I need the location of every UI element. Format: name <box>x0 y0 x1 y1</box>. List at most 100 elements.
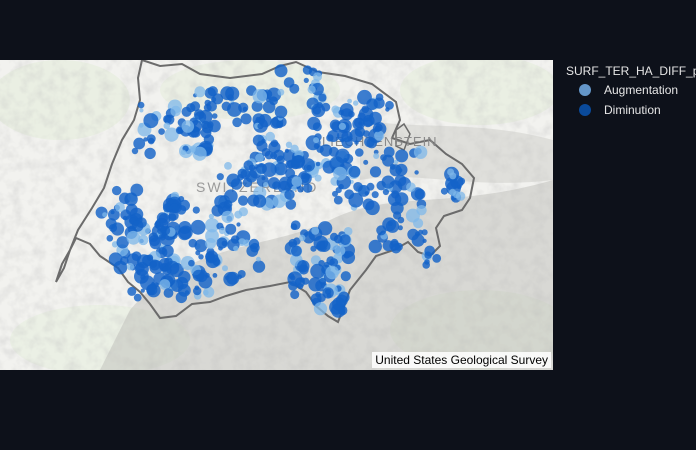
map-view[interactable]: LIECHTENSTEIN SWITZERLAND United States … <box>0 60 553 370</box>
marker-augmentation[interactable] <box>291 176 303 187</box>
marker-augmentation[interactable] <box>138 234 149 246</box>
marker-diminution[interactable] <box>207 86 218 97</box>
marker-diminution[interactable] <box>214 195 228 209</box>
marker-diminution[interactable] <box>291 245 302 257</box>
marker-diminution[interactable] <box>190 219 206 235</box>
marker-diminution[interactable] <box>340 108 353 121</box>
marker-diminution[interactable] <box>324 261 330 268</box>
marker-diminution[interactable] <box>385 219 400 233</box>
marker-diminution[interactable] <box>358 121 363 126</box>
marker-diminution[interactable] <box>149 260 164 275</box>
marker-diminution[interactable] <box>288 238 298 248</box>
marker-diminution[interactable] <box>243 160 254 171</box>
marker-diminution[interactable] <box>272 181 281 190</box>
marker-diminution[interactable] <box>158 128 165 135</box>
marker-augmentation[interactable] <box>219 227 226 235</box>
marker-diminution[interactable] <box>188 259 195 267</box>
marker-augmentation[interactable] <box>265 131 276 142</box>
marker-diminution[interactable] <box>327 130 340 142</box>
marker-diminution[interactable] <box>394 174 407 187</box>
marker-augmentation[interactable] <box>208 213 214 219</box>
marker-diminution[interactable] <box>418 229 423 235</box>
marker-augmentation[interactable] <box>252 89 267 104</box>
marker-diminution[interactable] <box>297 260 310 273</box>
marker-diminution[interactable] <box>424 259 430 265</box>
marker-diminution[interactable] <box>201 120 210 130</box>
marker-diminution[interactable] <box>251 100 263 112</box>
marker-diminution[interactable] <box>335 294 348 307</box>
marker-augmentation[interactable] <box>393 159 399 165</box>
marker-augmentation[interactable] <box>256 256 261 262</box>
marker-augmentation[interactable] <box>353 100 359 106</box>
marker-augmentation[interactable] <box>313 72 322 82</box>
marker-diminution[interactable] <box>344 189 355 200</box>
marker-augmentation[interactable] <box>170 105 181 117</box>
marker-diminution[interactable] <box>238 195 249 206</box>
marker-augmentation[interactable] <box>238 238 246 247</box>
marker-augmentation[interactable] <box>343 227 353 236</box>
marker-diminution[interactable] <box>195 250 201 256</box>
marker-diminution[interactable] <box>204 99 211 107</box>
marker-diminution[interactable] <box>290 223 298 230</box>
marker-diminution[interactable] <box>362 198 375 211</box>
marker-diminution[interactable] <box>169 203 180 214</box>
marker-diminution[interactable] <box>348 165 361 178</box>
marker-diminution[interactable] <box>257 123 264 130</box>
marker-diminution[interactable] <box>224 189 238 203</box>
marker-diminution[interactable] <box>162 265 172 276</box>
marker-augmentation[interactable] <box>238 207 248 217</box>
marker-diminution[interactable] <box>143 137 148 142</box>
marker-augmentation[interactable] <box>406 182 416 192</box>
marker-diminution[interactable] <box>226 271 240 285</box>
marker-augmentation[interactable] <box>331 105 340 114</box>
marker-diminution[interactable] <box>255 116 261 122</box>
marker-diminution[interactable] <box>341 137 353 149</box>
marker-diminution[interactable] <box>290 290 300 300</box>
marker-diminution[interactable] <box>312 106 322 115</box>
marker-diminution[interactable] <box>148 232 159 242</box>
marker-diminution[interactable] <box>130 183 144 197</box>
marker-diminution[interactable] <box>424 251 432 259</box>
marker-diminution[interactable] <box>338 109 344 116</box>
marker-diminution[interactable] <box>212 258 221 266</box>
marker-diminution[interactable] <box>192 269 205 282</box>
marker-diminution[interactable] <box>287 271 303 287</box>
marker-diminution[interactable] <box>348 110 355 118</box>
marker-diminution[interactable] <box>357 89 372 105</box>
marker-diminution[interactable] <box>227 94 234 101</box>
marker-diminution[interactable] <box>383 146 395 158</box>
marker-diminution[interactable] <box>394 242 403 251</box>
marker-diminution[interactable] <box>178 221 192 234</box>
marker-diminution[interactable] <box>341 250 356 265</box>
marker-diminution[interactable] <box>414 170 419 175</box>
marker-diminution[interactable] <box>236 222 241 227</box>
marker-augmentation[interactable] <box>307 85 316 94</box>
marker-diminution[interactable] <box>354 126 366 137</box>
marker-diminution[interactable] <box>301 158 316 172</box>
marker-diminution[interactable] <box>230 178 243 190</box>
marker-augmentation[interactable] <box>263 182 269 188</box>
map-attribution[interactable]: United States Geological Survey <box>372 352 551 368</box>
marker-diminution[interactable] <box>382 154 395 167</box>
map-canvas[interactable]: LIECHTENSTEIN SWITZERLAND <box>0 60 553 370</box>
marker-diminution[interactable] <box>274 105 288 119</box>
marker-diminution[interactable] <box>382 240 394 252</box>
marker-diminution[interactable] <box>284 189 295 200</box>
marker-diminution[interactable] <box>354 140 359 145</box>
marker-diminution[interactable] <box>291 155 305 169</box>
marker-diminution[interactable] <box>216 173 224 181</box>
marker-diminution[interactable] <box>112 185 122 196</box>
marker-diminution[interactable] <box>113 260 128 275</box>
marker-diminution[interactable] <box>274 64 288 78</box>
marker-diminution[interactable] <box>190 101 201 112</box>
marker-augmentation[interactable] <box>114 202 125 213</box>
marker-diminution[interactable] <box>136 254 151 269</box>
marker-diminution[interactable] <box>303 183 313 193</box>
marker-diminution[interactable] <box>137 101 145 109</box>
marker-diminution[interactable] <box>297 283 304 290</box>
marker-diminution[interactable] <box>131 147 139 155</box>
marker-diminution[interactable] <box>200 127 212 139</box>
marker-diminution[interactable] <box>158 213 171 226</box>
marker-diminution[interactable] <box>276 121 284 129</box>
marker-diminution[interactable] <box>227 102 242 117</box>
